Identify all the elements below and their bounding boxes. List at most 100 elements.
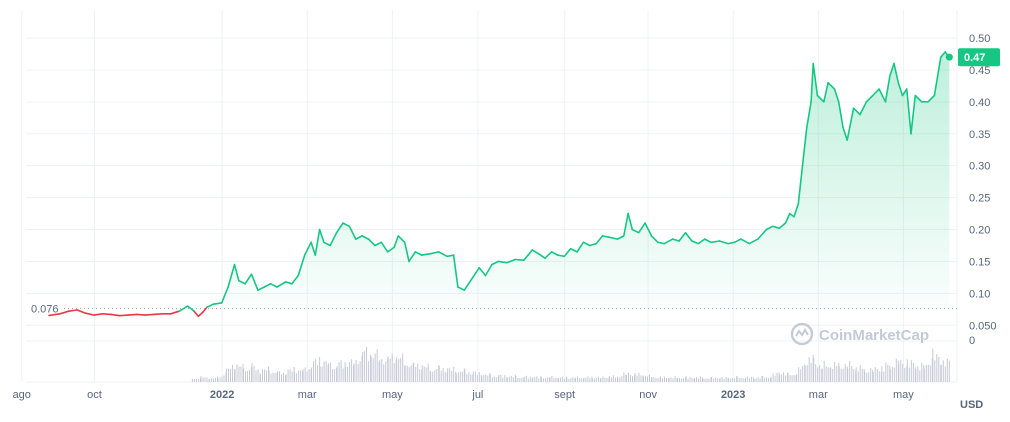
price-segment [812, 62, 819, 97]
price-segment [437, 251, 449, 258]
price-segment [197, 311, 204, 318]
volume-bar [215, 377, 216, 382]
price-segment [852, 107, 861, 116]
price-segment [257, 286, 266, 292]
volume-bar [623, 372, 625, 382]
volume-bar [232, 365, 233, 382]
volume-bar [570, 378, 572, 382]
price-segment [727, 241, 736, 245]
volume-bar [791, 375, 793, 382]
price-segment [697, 238, 706, 245]
volume-bar [398, 359, 400, 382]
price-segment [739, 238, 751, 245]
volume-bar [844, 364, 846, 382]
volume-bar [438, 365, 440, 382]
volume-bar [262, 369, 263, 382]
volume-bar [502, 377, 504, 382]
price-segment [563, 247, 572, 258]
price-segment [576, 241, 585, 253]
volume-bar [742, 378, 744, 382]
price-segment [939, 51, 946, 59]
volume-bar [430, 371, 432, 382]
price-segment [478, 266, 487, 277]
volume-bar [781, 374, 783, 382]
volume-bar [864, 371, 866, 382]
volume-bar [355, 360, 357, 382]
volume-bar [476, 374, 478, 382]
x-tick-label: mar [809, 389, 828, 401]
volume-bar [472, 371, 474, 382]
volume-bar [800, 369, 802, 382]
volume-bar [802, 365, 804, 382]
volume-bar [549, 377, 551, 382]
volume-bar [898, 363, 900, 382]
volume-bar [563, 378, 565, 382]
price-segment [622, 212, 629, 237]
volume-bar [489, 374, 491, 382]
volume-bar [617, 378, 619, 382]
price-segment [671, 238, 680, 242]
volume-bar [272, 372, 274, 382]
volume-bar [253, 365, 255, 382]
volume-bar [340, 360, 342, 382]
volume-bar [389, 358, 391, 382]
volume-bar [483, 375, 485, 382]
volume-bar [878, 371, 880, 382]
volume-bar [817, 367, 819, 382]
volume-bar [551, 376, 553, 382]
volume-bar [819, 365, 821, 382]
volume-bar [662, 378, 663, 382]
volume-bar [470, 374, 472, 382]
volume-bar [849, 361, 851, 382]
volume-bar [195, 378, 197, 382]
price-segment [608, 236, 619, 240]
volume-bar [342, 368, 344, 382]
volume-bar [689, 376, 691, 382]
volume-bar [834, 361, 836, 382]
price-segment [348, 225, 357, 240]
volume-bar [536, 376, 538, 382]
volume-bar [921, 363, 923, 382]
price-segment [233, 263, 240, 282]
price-segment [152, 312, 163, 316]
price-segment [678, 231, 687, 242]
volume-bar [593, 378, 595, 382]
volume-bar [553, 378, 555, 382]
y-tick-label: 0.050 [969, 320, 997, 332]
volume-bar [768, 378, 770, 382]
volume-bar [806, 365, 808, 382]
volume-bar [793, 375, 795, 382]
volume-bar [940, 364, 942, 382]
x-tick-label: mar [298, 389, 317, 401]
volume-bar [853, 369, 855, 382]
volume-bar [568, 378, 570, 382]
volume-bar [419, 369, 421, 382]
price-segment [354, 235, 363, 240]
price-segment [84, 312, 95, 316]
price-segment [703, 238, 712, 244]
price-segment [663, 238, 674, 245]
volume-bar [289, 369, 291, 382]
volume-bar [294, 371, 296, 382]
volume-bar [436, 369, 438, 382]
volume-bar [715, 377, 717, 382]
volume-bar [247, 371, 248, 382]
volume-bar [510, 375, 512, 382]
volume-bar [946, 358, 948, 382]
volume-bar [657, 378, 659, 382]
volume-bar [893, 367, 895, 382]
volume-bar [417, 363, 419, 382]
volume-bar [885, 362, 887, 382]
volume-bar [679, 378, 680, 382]
volume-bar [449, 368, 451, 382]
volume-bar [206, 377, 208, 382]
volume-bar [643, 376, 644, 382]
volume-bar [904, 367, 906, 382]
volume-bar [625, 374, 627, 382]
volume-bar [694, 377, 695, 382]
volume-bar [453, 366, 455, 382]
y-tick-label: 0.10 [969, 288, 990, 300]
price-segment [127, 313, 138, 316]
price-segment [303, 241, 312, 256]
